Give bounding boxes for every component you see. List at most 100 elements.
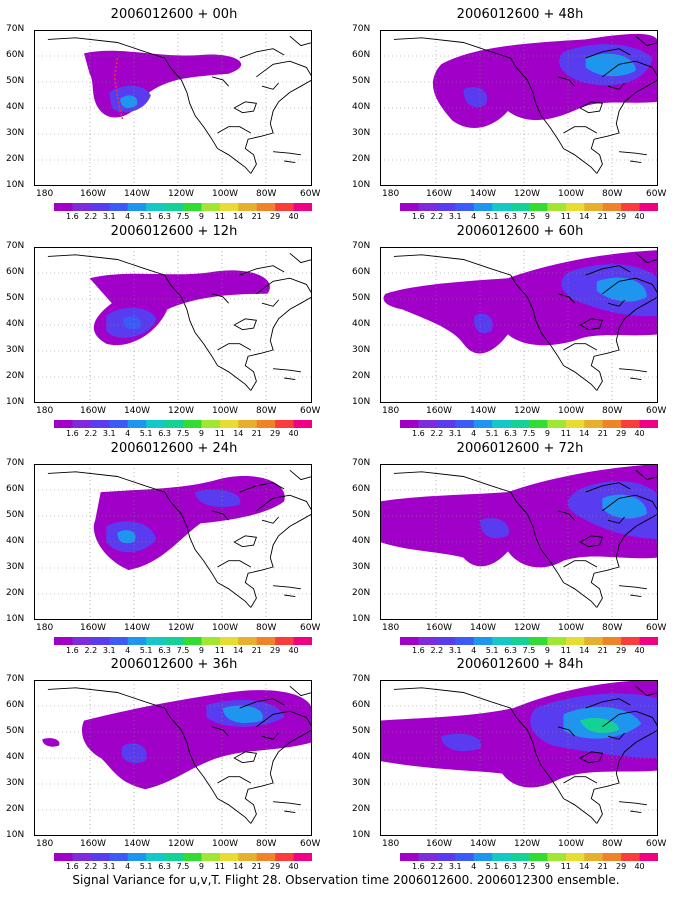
coastline <box>607 299 625 307</box>
colorbar-segment <box>436 203 456 211</box>
lat-tick-label: 70N <box>6 24 25 34</box>
lat-tick-label: 50N <box>6 76 25 86</box>
colorbar-segment <box>547 637 567 645</box>
colorbar-label: 4 <box>471 646 477 655</box>
colorbar-label: 40 <box>288 646 299 655</box>
colorbar-label: 11 <box>214 862 225 871</box>
colorbar-label: 14 <box>233 212 244 221</box>
colorbar-label: 21 <box>251 429 262 438</box>
coastline <box>602 494 658 512</box>
coastline <box>585 48 631 59</box>
coastline <box>635 252 658 264</box>
colorbar-segment <box>183 420 202 428</box>
lon-tick-label: 60W <box>646 406 667 416</box>
coastline <box>590 729 658 824</box>
colorbar-segment <box>183 637 202 645</box>
colorbar-label: 9 <box>544 862 550 871</box>
coastline <box>47 471 146 487</box>
colorbar-segment <box>109 853 129 861</box>
colorbar-segment <box>72 637 92 645</box>
colorbar-label: 40 <box>634 862 645 871</box>
lat-tick-label: 60N <box>352 700 371 710</box>
lat-tick-label: 20N <box>6 588 25 598</box>
colorbar-segment <box>219 853 239 861</box>
lat-tick-label: 70N <box>352 24 371 34</box>
coastline <box>630 594 642 598</box>
panel-title: 2006012600 + 24h <box>110 441 238 456</box>
variance-contour <box>480 518 509 539</box>
colorbar-label: 7.5 <box>522 429 536 438</box>
lat-tick-label: 20N <box>6 371 25 381</box>
lon-tick-label: 160W <box>426 189 453 199</box>
colorbar-label: 6.3 <box>504 212 517 221</box>
lat-tick-label: 60N <box>6 50 25 60</box>
lon-tick-label: 120W <box>514 623 541 633</box>
colorbar-segment <box>584 203 604 211</box>
coastline <box>579 751 604 764</box>
coastline <box>239 482 285 493</box>
variance-contour <box>473 313 493 334</box>
colorbar-segment <box>621 853 641 861</box>
coastline <box>273 585 301 590</box>
colorbar-segment <box>293 420 312 428</box>
colorbar-label: 3.1 <box>102 212 116 221</box>
lon-tick-label: 100W <box>212 839 239 849</box>
colorbar-segment <box>293 637 312 645</box>
lat-tick-label: 50N <box>352 76 371 86</box>
colorbar-segment <box>90 203 110 211</box>
lon-tick-label: 140W <box>470 839 497 849</box>
coastline <box>393 254 492 270</box>
colorbar-label: 3.1 <box>102 646 116 655</box>
lat-tick-label: 40N <box>6 752 25 762</box>
lon-tick-label: 160W <box>80 406 107 416</box>
colorbar-segment <box>400 203 419 211</box>
colorbar-segment <box>293 203 312 211</box>
colorbar-segment <box>565 203 585 211</box>
colorbar-label: 29 <box>616 212 627 221</box>
colorbar-label: 1.6 <box>412 862 425 871</box>
colorbar-label: 6.3 <box>158 862 171 871</box>
colorbar-segment <box>436 637 456 645</box>
colorbar-segment <box>510 203 530 211</box>
coastline <box>630 810 642 814</box>
colorbar-segment <box>256 203 276 211</box>
coastline <box>563 343 598 351</box>
colorbar-segment <box>238 853 258 861</box>
colorbar-label: 40 <box>634 646 645 655</box>
lon-tick-label: 140W <box>470 406 497 416</box>
panel-title: 2006012600 + 60h <box>456 224 584 239</box>
lat-tick-label: 30N <box>6 128 25 138</box>
coastline <box>233 535 258 548</box>
coastline <box>289 35 312 47</box>
coastline <box>585 482 631 493</box>
coastline <box>273 801 301 806</box>
colorbar-segment <box>565 853 585 861</box>
colorbar-segment <box>639 853 658 861</box>
lon-tick-label: 180 <box>382 623 400 633</box>
lon-tick-label: 100W <box>212 189 239 199</box>
lon-tick-label: 60W <box>300 623 321 633</box>
lat-tick-label: 60N <box>352 267 371 277</box>
lon-tick-label: 140W <box>124 189 151 199</box>
lon-tick-label: 160W <box>80 623 107 633</box>
coastline <box>607 82 625 90</box>
panel-title: 2006012600 + 36h <box>110 657 238 672</box>
lat-tick-label: 60N <box>352 484 371 494</box>
variance-contour <box>463 87 488 108</box>
colorbar-segment <box>510 853 530 861</box>
colorbar-segment <box>455 637 475 645</box>
lon-tick-label: 120W <box>168 189 195 199</box>
colorbar-label: 7.5 <box>522 862 536 871</box>
map-frame <box>380 680 658 836</box>
colorbar-label: 1.6 <box>66 429 79 438</box>
coastline <box>579 318 604 331</box>
flight-track <box>113 57 124 121</box>
lon-tick-label: 120W <box>168 406 195 416</box>
lon-tick-label: 60W <box>300 839 321 849</box>
map-frame <box>380 30 658 186</box>
colorbar-segment <box>146 637 166 645</box>
colorbar-label: 5.1 <box>485 212 499 221</box>
colorbar-label: 1.6 <box>66 646 79 655</box>
colorbar-label: 11 <box>560 429 571 438</box>
colorbar-label: 9 <box>198 862 204 871</box>
